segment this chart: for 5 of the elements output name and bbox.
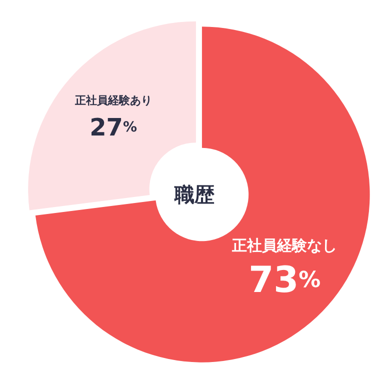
- data-label: 73%: [248, 260, 321, 301]
- data-label: 27%: [90, 113, 137, 142]
- slice-label: 正社員経験あり: [74, 94, 152, 107]
- slice-label: 正社員経験なし: [231, 236, 338, 254]
- text: 職歴: [174, 182, 214, 206]
